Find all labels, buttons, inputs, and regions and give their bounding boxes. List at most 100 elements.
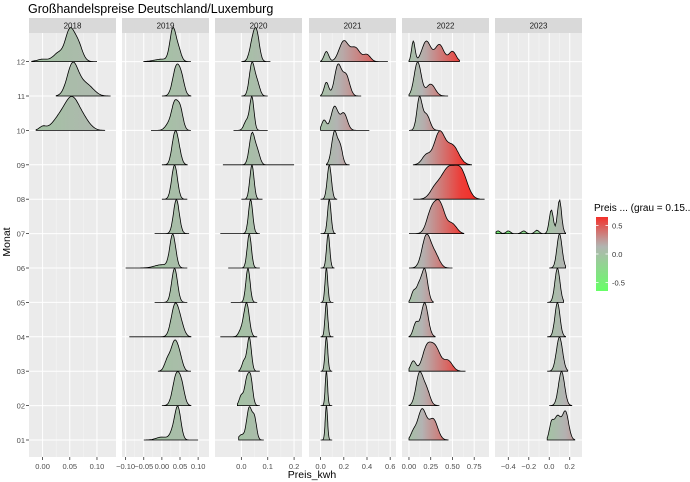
- ridge-2021-10: [320, 105, 370, 131]
- x-tick-label: 0.0: [236, 462, 246, 471]
- ridge-2021-05: [320, 267, 334, 303]
- ridge-2019-03: [157, 339, 191, 372]
- y-axis-title: Monat: [1, 227, 13, 256]
- ridge-2019-02: [161, 371, 192, 406]
- x-tick-label: −0.05: [134, 462, 153, 471]
- x-tick-label: 0.05: [62, 462, 77, 471]
- ridge-2023-04: [547, 302, 566, 338]
- ridge-2020-06: [228, 233, 260, 269]
- ridge-2021-06: [320, 233, 335, 269]
- ridge-2023-07: [495, 198, 566, 235]
- facet-strip-label: 2018: [64, 22, 82, 31]
- ridge-2021-07: [320, 199, 336, 234]
- ridge-2020-02: [237, 371, 260, 406]
- x-tick-label: −0.4: [501, 462, 516, 471]
- ridge-2019-07: [154, 198, 190, 234]
- x-tick-label: 0.0: [544, 462, 554, 471]
- panel-background: [215, 33, 302, 457]
- x-tick-label: 0.25: [423, 462, 438, 471]
- ridge-2022-09: [412, 130, 472, 166]
- y-tick-label: 02: [17, 402, 25, 411]
- facet-strip-label: 2019: [157, 22, 175, 31]
- y-tick-label: 06: [17, 264, 25, 273]
- ridge-2023-02: [549, 371, 573, 406]
- legend-tick-label: -0.5: [612, 278, 625, 287]
- ridge-2021-03: [320, 336, 333, 372]
- ridge-2022-07: [409, 199, 465, 234]
- ridge-2022-01: [408, 408, 449, 441]
- ridge-2021-12: [320, 40, 388, 62]
- y-tick-label: 07: [17, 230, 25, 239]
- ridge-2023-01: [546, 410, 576, 441]
- x-tick-label: 0.50: [445, 462, 460, 471]
- facet-panel-2018: 0.00 0.05 0.10 2018: [29, 18, 116, 471]
- ridge-2022-10: [409, 95, 440, 131]
- ridge-2018-10: [35, 95, 106, 131]
- panel-background: [309, 33, 396, 457]
- facet-strip: [29, 18, 116, 33]
- facet-panel-2020: 0.0 0.1 0.2 2020: [215, 18, 302, 471]
- panel-background: [495, 33, 582, 457]
- ridge-2019-05: [154, 268, 188, 303]
- ridge-2020-08: [241, 164, 263, 200]
- x-tick-label: −0.10: [116, 462, 135, 471]
- y-tick-label: 04: [17, 333, 25, 342]
- y-axis: 01 02 03 04 05 06 07 08 09 10 11 12: [17, 58, 29, 445]
- x-tick-label: 0.0: [315, 462, 325, 471]
- y-tick-label: 11: [17, 92, 25, 101]
- ridge-2019-08: [161, 164, 188, 200]
- legend-title: Preis ... (grau = 0.15...): [594, 203, 690, 214]
- legend-tick-label: 0.5: [612, 222, 622, 231]
- facet-panel-2019: −0.10 −0.05 0.00 0.05 0.10 2019: [116, 18, 209, 471]
- x-axis-title: Preis_kwh: [288, 469, 337, 481]
- ridge-2021-11: [320, 63, 362, 97]
- x-tick-label: 0.6: [385, 462, 395, 471]
- y-tick-label: 08: [17, 195, 25, 204]
- ridge-2020-09: [222, 131, 295, 166]
- ridge-2023-05: [547, 268, 564, 303]
- ridge-2018-12: [31, 27, 97, 62]
- ridge-2020-03: [238, 336, 260, 372]
- ridge-2021-02: [320, 370, 333, 406]
- legend-colorbar: [596, 217, 608, 291]
- x-tick-label: 0.75: [467, 462, 482, 471]
- y-tick-label: 03: [17, 367, 25, 376]
- ridge-2019-06: [125, 233, 188, 269]
- x-tick-label: 0.00: [35, 462, 50, 471]
- ridge-2022-08: [413, 164, 485, 200]
- ridge-2022-11: [408, 61, 449, 97]
- facet-strip: [309, 18, 396, 33]
- ridge-2019-01: [143, 405, 199, 441]
- ridge-2019-10: [151, 99, 191, 131]
- ridge-2022-05: [408, 267, 434, 303]
- x-tick-label: 0.2: [339, 462, 349, 471]
- ridge-2019-04: [129, 302, 192, 338]
- x-tick-label: 0.4: [362, 462, 372, 471]
- facet-strip-label: 2020: [250, 22, 268, 31]
- facet-panel-2023: −0.4 −0.2 0.0 0.2 2023: [495, 18, 582, 471]
- x-tick-label: 0.05: [173, 462, 188, 471]
- facet-strip-label: 2023: [530, 22, 548, 31]
- ridge-2020-12: [241, 27, 271, 62]
- ridge-2019-12: [143, 27, 191, 62]
- x-tick-label: 0.2: [289, 462, 299, 471]
- facet-strip-label: 2022: [437, 22, 455, 31]
- facet-strip: [402, 18, 489, 33]
- y-tick-label: 01: [17, 436, 25, 445]
- panel-background: [122, 33, 209, 457]
- x-tick-label: 0.00: [402, 462, 417, 471]
- x-tick-label: 0.10: [90, 462, 105, 471]
- ridge-2022-06: [409, 233, 453, 269]
- x-tick-label: 0.1: [263, 462, 273, 471]
- x-tick-label: 0.10: [191, 462, 206, 471]
- y-tick-label: 09: [17, 161, 25, 170]
- ridge-2022-02: [408, 371, 440, 406]
- color-legend: Preis ... (grau = 0.15...) 0.5 0.0 -0.5: [594, 203, 690, 291]
- ridge-2020-01: [238, 406, 264, 441]
- ridge-2019-09: [161, 130, 188, 166]
- ridge-2021-08: [320, 164, 338, 200]
- chart-title: Großhandelspreise Deutschland/Luxemburg: [28, 2, 273, 16]
- facet-strip: [495, 18, 582, 33]
- y-tick-label: 12: [17, 58, 25, 67]
